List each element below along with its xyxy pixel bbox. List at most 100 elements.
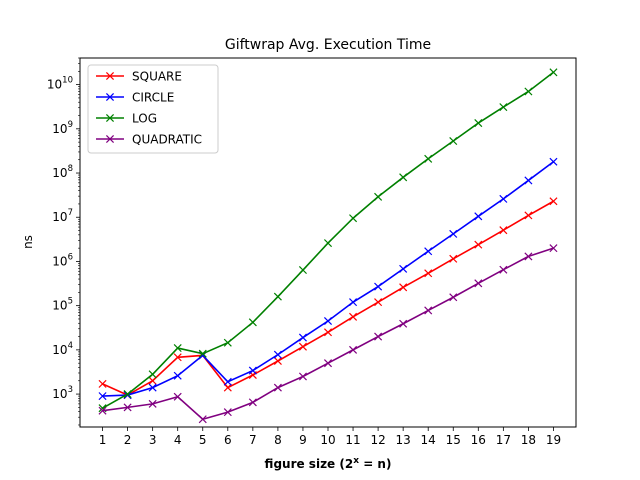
x-tick-label: 4 xyxy=(174,433,182,447)
data-point-log xyxy=(323,239,333,248)
legend-item-circle: CIRCLE xyxy=(96,91,174,105)
x-tick-label: 11 xyxy=(345,433,360,447)
data-point-log xyxy=(499,103,508,112)
data-point-quadratic xyxy=(148,399,157,408)
data-point-quadratic xyxy=(248,398,257,407)
data-point-quadratic xyxy=(524,252,533,261)
data-point-quadratic xyxy=(273,383,282,392)
data-point-square xyxy=(374,298,383,307)
data-point-circle xyxy=(98,392,107,401)
data-point-circle xyxy=(273,350,282,359)
data-point-circle xyxy=(499,194,508,203)
x-tick-label: 12 xyxy=(370,433,385,447)
data-point-quadratic xyxy=(198,415,207,424)
y-tick-label: 105 xyxy=(52,297,73,313)
data-point-log xyxy=(424,154,433,163)
data-point-log xyxy=(123,390,132,399)
legend-marker xyxy=(105,71,115,81)
chart-title: Giftwrap Avg. Execution Time xyxy=(225,37,431,53)
legend-box xyxy=(87,64,219,154)
data-point-quadratic xyxy=(123,403,132,412)
data-point-log xyxy=(298,265,307,275)
x-axis-label-main: figure size (2 xyxy=(265,457,354,471)
y-tick-label: 104 xyxy=(52,341,73,357)
legend-label: QUADRATIC xyxy=(132,133,202,147)
data-point-quadratic xyxy=(298,372,307,381)
data-point-quadratic xyxy=(349,345,358,354)
data-point-log xyxy=(474,119,483,128)
x-tick-label: 18 xyxy=(521,433,536,447)
data-point-log xyxy=(449,136,458,146)
data-point-quadratic xyxy=(223,408,232,417)
y-tick-label: 106 xyxy=(52,252,73,268)
x-tick-label: 13 xyxy=(396,433,411,447)
data-point-circle xyxy=(549,157,558,166)
x-tick-label: 5 xyxy=(199,433,207,447)
x-tick-label: 10 xyxy=(320,433,335,447)
data-point-quadratic xyxy=(173,392,182,401)
x-tick-label: 6 xyxy=(224,433,232,447)
legend-marker xyxy=(105,134,115,144)
data-point-quadratic xyxy=(499,265,508,274)
y-tick-label: 109 xyxy=(52,120,73,136)
data-point-log xyxy=(198,349,207,358)
x-tick-label: 16 xyxy=(471,433,486,447)
data-point-square xyxy=(424,269,433,278)
data-point-square xyxy=(148,376,157,385)
series-quadratic xyxy=(98,244,558,424)
data-point-log xyxy=(549,68,558,77)
data-point-log xyxy=(223,338,232,347)
data-point-circle xyxy=(173,371,182,380)
data-point-log xyxy=(524,87,533,96)
data-point-square xyxy=(173,353,182,362)
x-axis-label-superscript: x xyxy=(353,456,359,466)
data-point-square xyxy=(399,283,408,292)
data-point-log xyxy=(148,370,157,379)
x-tick-label: 1 xyxy=(99,433,107,447)
data-point-circle xyxy=(223,377,232,386)
data-point-quadratic xyxy=(98,406,107,415)
legend-marker xyxy=(105,92,115,102)
y-tick-label: 1010 xyxy=(47,76,73,92)
data-point-quadratic xyxy=(549,244,558,253)
data-point-circle xyxy=(374,282,383,291)
data-point-square xyxy=(298,342,307,351)
data-point-square xyxy=(524,211,533,220)
data-point-square xyxy=(449,254,458,263)
data-point-circle xyxy=(323,316,333,326)
data-point-circle xyxy=(524,176,533,185)
y-tick-label: 108 xyxy=(52,164,73,180)
x-tick-label: 9 xyxy=(299,433,307,447)
y-tick-label: 103 xyxy=(52,385,73,401)
data-point-quadratic xyxy=(323,359,333,368)
legend-item-quadratic: QUADRATIC xyxy=(96,133,202,147)
data-point-circle xyxy=(298,333,307,342)
data-point-circle xyxy=(148,383,157,392)
data-point-circle xyxy=(449,229,458,238)
data-point-circle xyxy=(474,212,483,221)
x-tick-label: 7 xyxy=(249,433,257,447)
y-tick-label: 107 xyxy=(52,208,73,224)
data-point-quadratic xyxy=(474,279,483,288)
series-layer xyxy=(98,68,558,424)
data-point-square xyxy=(499,226,508,235)
data-point-square xyxy=(549,197,558,206)
legend-label: LOG xyxy=(132,112,157,126)
data-point-square xyxy=(273,356,282,366)
x-tick-label: 17 xyxy=(496,433,511,447)
series-log xyxy=(98,68,558,413)
data-point-square xyxy=(98,379,107,388)
y-axis-label: ns xyxy=(21,235,35,249)
data-point-square xyxy=(323,328,333,337)
legend-label: SQUARE xyxy=(132,70,182,84)
legend-item-square: SQUARE xyxy=(96,70,182,84)
data-point-log xyxy=(273,292,282,301)
x-tick-label: 2 xyxy=(124,433,132,447)
legend-item-log: LOG xyxy=(96,112,157,126)
data-point-log xyxy=(374,192,383,201)
legend-marker xyxy=(105,113,115,123)
data-point-circle xyxy=(248,366,257,375)
data-point-quadratic xyxy=(424,306,433,315)
x-tick-label: 14 xyxy=(421,433,436,447)
